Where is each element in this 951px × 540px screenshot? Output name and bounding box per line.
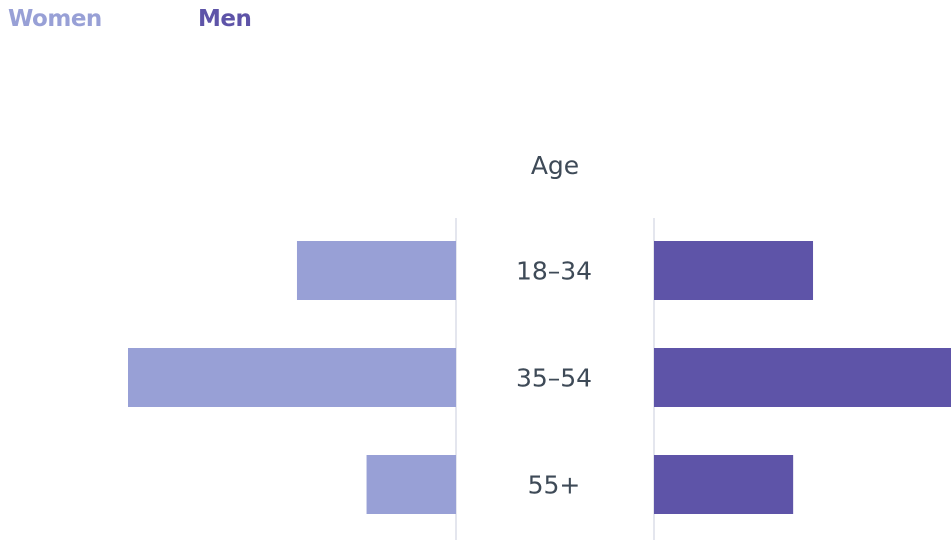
category-label-1: 35–54 bbox=[516, 364, 592, 393]
bar-men-0 bbox=[654, 241, 814, 300]
bar-women-2 bbox=[366, 455, 456, 514]
category-labels-group: 18–34 35–54 55+ bbox=[516, 257, 592, 500]
bar-men-1 bbox=[654, 348, 951, 407]
category-axis-title: Age bbox=[531, 151, 579, 180]
category-label-2: 55+ bbox=[528, 471, 581, 500]
bar-women-0 bbox=[296, 241, 456, 300]
bar-men-2 bbox=[654, 455, 794, 514]
bar-women-1 bbox=[128, 348, 456, 407]
legend-men: Men bbox=[198, 6, 252, 32]
category-label-0: 18–34 bbox=[516, 257, 592, 286]
legend-women: Women bbox=[8, 6, 102, 32]
bars-group bbox=[128, 241, 951, 514]
